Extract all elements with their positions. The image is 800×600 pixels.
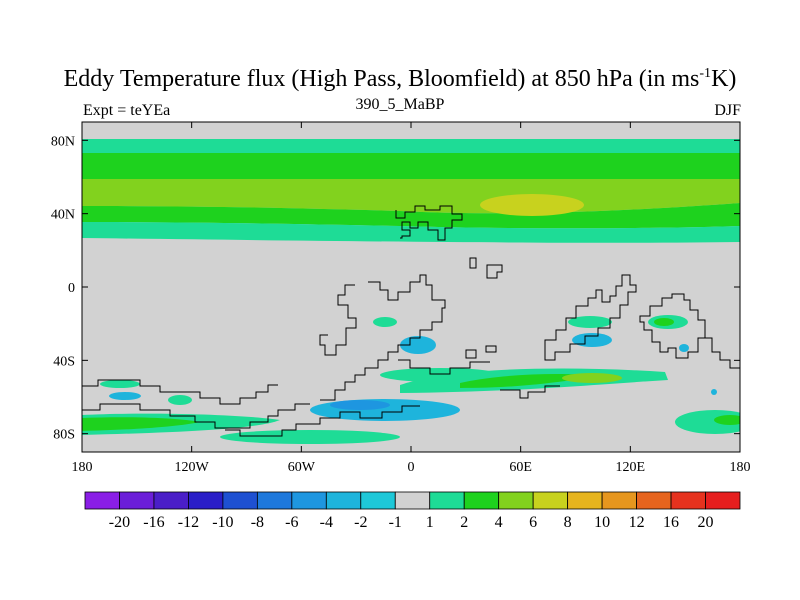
- x-tick-label-3: 0: [408, 460, 415, 475]
- colorbar-label-13: 8: [564, 514, 572, 531]
- y-tick-label-1: 40N: [51, 208, 75, 223]
- sh-polar-green: [220, 430, 400, 444]
- colorbar-label-4: -8: [251, 514, 264, 531]
- axes: 180 120W 60W 0 60E 120E 180 80N 40N 0 40S 80S: [51, 122, 751, 475]
- colorbar-swatch-6: [291, 491, 327, 510]
- band-nh-1: [82, 139, 740, 154]
- colorbar-swatch-7: [325, 491, 362, 510]
- sh-polar-east-core: [714, 415, 740, 425]
- colorbar-label-3: -10: [212, 514, 233, 531]
- colorbar-label-9: 1: [426, 514, 434, 531]
- sh-polar-east-green: [675, 410, 740, 434]
- x-tick-label-2: 60W: [288, 460, 316, 475]
- x-tick-label-5: 120E: [616, 460, 646, 475]
- coast-pacific-south: [705, 337, 740, 369]
- colorbar-swatch-17: [670, 491, 706, 510]
- colorbar-label-8: -1: [389, 514, 402, 531]
- colorbar-label-1: -16: [143, 514, 164, 531]
- season-label: DJF: [714, 102, 741, 119]
- colorbar-label-5: -6: [285, 514, 298, 531]
- sh-patch-atlantic-cyan: [400, 336, 436, 354]
- coast-madagascar: [465, 345, 497, 359]
- colorbar-swatch-18: [705, 491, 741, 510]
- coast-s-america: [320, 274, 446, 401]
- coast-antarctica-3: [225, 405, 420, 437]
- chart-title-main: Eddy Temperature flux (High Pass, Bloomf…: [63, 66, 700, 92]
- contour-fills: [82, 139, 740, 444]
- sh-south-atlantic-blue: [330, 400, 390, 410]
- coast-australia: [639, 293, 706, 359]
- coast-africa: [319, 284, 357, 356]
- colorbar-swatch-9: [394, 491, 431, 510]
- colorbar-label-7: -2: [354, 514, 367, 531]
- band-nh-5: [82, 222, 740, 243]
- sh-australia-cyan: [679, 344, 689, 352]
- chart-title-sup: -1: [699, 66, 712, 81]
- sh-indian-max: [562, 373, 622, 383]
- colorbar-label-12: 6: [529, 514, 537, 531]
- coastlines: [82, 205, 740, 437]
- colorbar-swatch-3: [188, 491, 224, 510]
- chart-title: Eddy Temperature flux (High Pass, Bloomf…: [0, 66, 800, 93]
- colorbar-swatch-14: [567, 491, 603, 510]
- coast-asia-east: [544, 274, 637, 361]
- y-tick-label-3: 40S: [53, 354, 75, 369]
- nh-maximum-pacific: [480, 194, 584, 216]
- colorbar-swatch-4: [222, 491, 258, 510]
- colorbar-swatch-15: [601, 491, 637, 510]
- experiment-label: Expt = teYEa: [83, 102, 171, 119]
- colorbar-swatch-11: [463, 491, 500, 510]
- colorbar-swatch-10: [429, 491, 465, 510]
- y-tick-label-4: 80S: [53, 428, 75, 443]
- sh-east-indian-green: [568, 316, 612, 328]
- colorbar-label-2: -12: [178, 514, 199, 531]
- colorbar-swatch-5: [256, 491, 293, 510]
- x-tick-label-1: 120W: [175, 460, 210, 475]
- coast-antarctica-2: [82, 403, 310, 429]
- colorbar-label-15: 12: [629, 514, 645, 531]
- colorbar-swatch-8: [360, 491, 396, 510]
- sh-south-pacific-green-a: [168, 395, 192, 405]
- x-tick-label-6: 180: [730, 460, 751, 475]
- colorbar-swatch-13: [532, 491, 569, 510]
- coast-southern-africa-tip: [398, 359, 490, 375]
- band-nh-2: [82, 153, 740, 179]
- colorbar: -20 -16 -12 -10 -8 -6 -4 -2 -1 1 2 4 6 8 10 12 16 20: [84, 491, 741, 531]
- colorbar-label-11: 4: [495, 514, 503, 531]
- experiment-code: 390_5_MaBP: [355, 96, 445, 113]
- band-nh-4: [82, 203, 740, 229]
- chart-title-suffix: K): [711, 66, 737, 92]
- colorbar-label-0: -20: [109, 514, 130, 531]
- sh-patch-atlantic-green: [373, 317, 397, 327]
- sh-australia-core: [654, 318, 674, 326]
- sh-east-indian-cyan: [572, 333, 612, 347]
- x-tick-label-4: 60E: [509, 460, 532, 475]
- coast-arabia: [469, 257, 477, 269]
- sh-south-pacific-cyan: [109, 392, 141, 400]
- colorbar-swatch-1: [119, 491, 155, 510]
- colorbar-label-14: 10: [594, 514, 610, 531]
- sh-south-pacific-green-b: [100, 380, 140, 388]
- colorbar-swatch-16: [636, 491, 672, 510]
- colorbar-label-17: 20: [698, 514, 714, 531]
- sh-east-small-cyan: [711, 389, 717, 395]
- x-tick-label-0: 180: [72, 460, 93, 475]
- colorbar-label-16: 16: [663, 514, 679, 531]
- y-tick-label-2: 0: [68, 281, 75, 296]
- coast-antarctica-west: [82, 379, 278, 405]
- colorbar-label-6: -4: [320, 514, 333, 531]
- coast-india: [486, 264, 503, 279]
- colorbar-swatch-2: [153, 491, 189, 510]
- coast-europe: [395, 205, 463, 241]
- coast-indian-south: [500, 385, 560, 399]
- colorbar-label-10: 2: [460, 514, 468, 531]
- colorbar-swatch-0: [84, 491, 120, 510]
- colorbar-swatch-12: [498, 491, 534, 510]
- y-tick-label-0: 80N: [51, 134, 75, 149]
- sh-south-pacific-core: [82, 417, 200, 431]
